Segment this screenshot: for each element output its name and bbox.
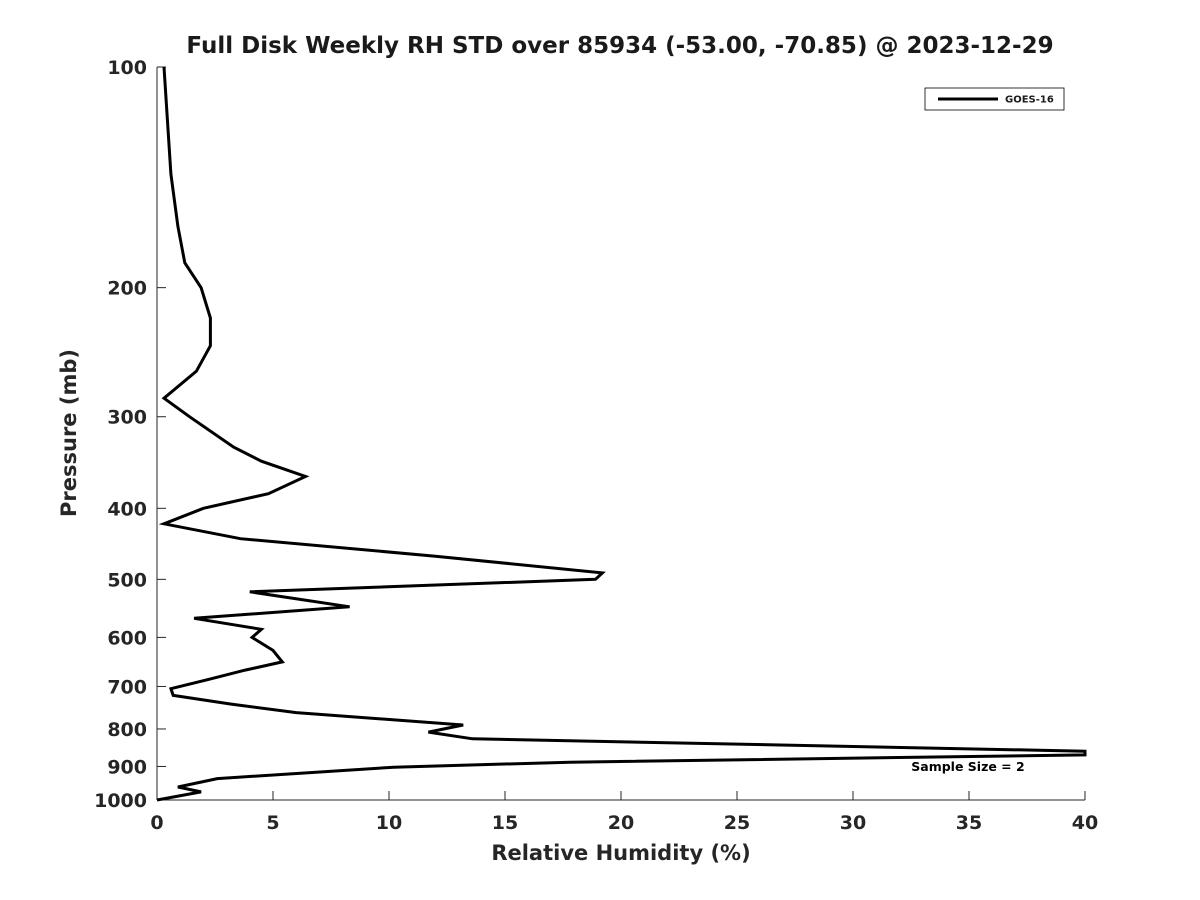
y-tick-label: 300 xyxy=(107,407,147,429)
x-tick-label: 15 xyxy=(492,812,518,834)
x-axis-label: Relative Humidity (%) xyxy=(491,841,750,865)
y-tick-label: 100 xyxy=(107,57,147,79)
x-tick-label: 20 xyxy=(608,812,634,834)
x-tick-label: 35 xyxy=(956,812,982,834)
plot-axes xyxy=(156,67,1085,801)
series-layer xyxy=(156,66,1087,802)
series-line-0 xyxy=(156,66,1087,802)
x-tick-label: 30 xyxy=(840,812,866,834)
x-axis-ticks: 0 5 10 15 20 25 30 35 40 xyxy=(150,791,1098,834)
legend-label: GOES-16 xyxy=(1005,95,1054,106)
y-tick-label: 700 xyxy=(107,676,147,698)
legend: GOES-16 xyxy=(924,87,1065,111)
y-tick-label: 600 xyxy=(107,627,147,649)
x-tick-label: 25 xyxy=(724,812,750,834)
y-tick-label: 900 xyxy=(107,756,147,778)
sample-size-annotation: Sample Size = 2 xyxy=(911,759,1024,774)
x-tick-label: 5 xyxy=(266,812,279,834)
y-tick-label: 200 xyxy=(107,278,147,300)
y-tick-label: 400 xyxy=(107,498,147,520)
x-tick-label: 40 xyxy=(1072,812,1098,834)
x-tick-label: 0 xyxy=(150,812,163,834)
y-axis-label: Pressure (mb) xyxy=(57,349,81,517)
y-tick-label: 800 xyxy=(107,719,147,741)
x-tick-label: 10 xyxy=(376,812,402,834)
y-tick-label: 500 xyxy=(107,569,147,591)
y-tick-label: 1000 xyxy=(94,790,147,812)
chart-title: Full Disk Weekly RH STD over 85934 (-53.… xyxy=(186,33,1053,59)
y-axis-ticks: 100 200 300 400 500 600 700 800 900 1000 xyxy=(94,57,166,812)
